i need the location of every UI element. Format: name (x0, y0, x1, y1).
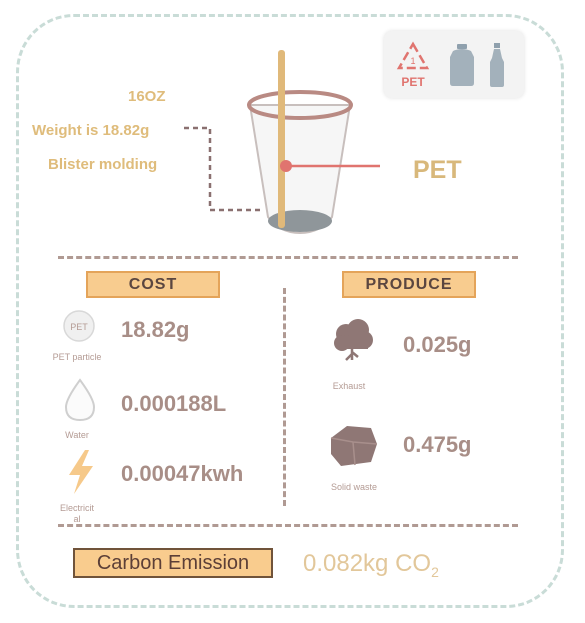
material-label: PET (413, 156, 462, 184)
lightning-icon (63, 448, 99, 501)
carbon-subscript: 2 (431, 564, 439, 580)
water-drop-icon (62, 377, 98, 428)
produce-label: PRODUCE (342, 271, 476, 298)
carbon-value-text: 0.082kg CO (303, 550, 432, 577)
pet-recycle-icon: 1 (396, 41, 430, 70)
solid-waste-value: 0.475g (403, 432, 472, 457)
carbon-emission-value: 0.082kg CO2 (303, 550, 439, 580)
bottle-icon (490, 43, 504, 87)
cup-illustration (184, 50, 380, 235)
svg-text:1: 1 (410, 56, 415, 66)
svg-text:PET: PET (70, 322, 88, 332)
pet-recycle-label: PET (401, 75, 425, 89)
electricity-caption: Electricit (59, 503, 94, 513)
solid-waste-icon (327, 422, 381, 475)
exhaust-value: 0.025g (403, 332, 472, 357)
center-divider (283, 288, 286, 506)
pet-particle-value: 18.82g (121, 317, 190, 342)
top-divider (58, 256, 518, 259)
outer-frame (16, 14, 564, 608)
cup-size: 16OZ (128, 88, 166, 105)
solid-waste-caption: Solid waste (330, 482, 378, 492)
pet-particle-icon: PET (62, 309, 96, 348)
cloud-icon (330, 318, 376, 369)
jug-icon (450, 44, 474, 86)
cup-process: Blister molding (48, 156, 158, 173)
water-caption: Water (65, 430, 89, 440)
pet-particle-caption: PET particle (52, 352, 102, 362)
electricity-caption-2: al (73, 514, 81, 524)
cup-weight: Weight is 18.82g (32, 122, 150, 139)
cost-label: COST (86, 271, 220, 298)
exhaust-caption: Exhaust (332, 381, 366, 391)
bottom-divider (58, 524, 518, 527)
electricity-value: 0.00047kwh (121, 461, 244, 486)
water-value: 0.000188L (121, 391, 227, 416)
carbon-emission-label: Carbon Emission (73, 548, 273, 578)
